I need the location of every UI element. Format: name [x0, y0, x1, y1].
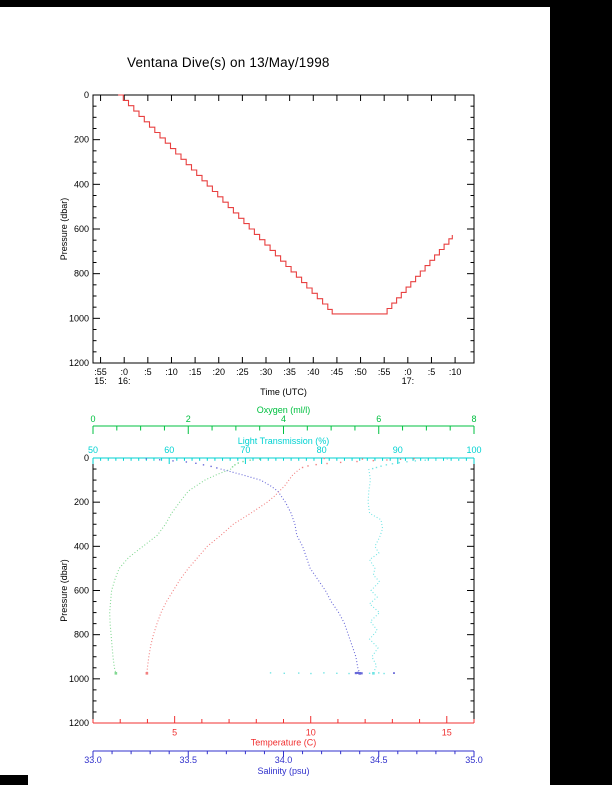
light-axis-tick-label: 80	[317, 445, 327, 455]
salinity-axis-tick-label: 34.5	[370, 755, 388, 765]
time-tick-label: :15	[189, 367, 202, 377]
time-tick-label: :40	[307, 367, 320, 377]
oxygen-profile	[109, 468, 232, 674]
pressure-tick-label: 800	[74, 630, 89, 640]
oxygen-axis-tick-label: 0	[90, 414, 95, 424]
light-axis-tick-label: 70	[240, 445, 250, 455]
temperature-surface-scatter	[301, 457, 415, 469]
pressure-tick-label: 0	[84, 453, 89, 463]
time-tick-label: :45	[331, 367, 344, 377]
time-axis-hour-label: 17:	[402, 376, 415, 386]
pressure-tick-label: 1200	[69, 358, 89, 368]
pressure-axis-title: Pressure (dbar)	[59, 559, 69, 622]
top-plot-frame	[92, 94, 475, 364]
time-tick-label: :0	[120, 367, 128, 377]
temperature-axis-tick-label: 5	[172, 728, 177, 738]
light-axis-tick-label: 60	[164, 445, 174, 455]
dive-profile-line	[118, 94, 453, 315]
salinity-axis-tick-label: 34.0	[275, 755, 293, 765]
time-tick-label: :5	[428, 367, 436, 377]
salinity-axis-tick-label: 33.5	[179, 755, 197, 765]
pressure-tick-label: 600	[74, 586, 89, 596]
bottom-chart-ctd-profiles: 0 200 400 600 800 1000 1200 Pressure (dbar) 0 2 4 6…	[59, 405, 483, 776]
pressure-tick-label: 600	[74, 224, 89, 234]
plot-title: Ventana Dive(s) on 13/May/1998	[127, 55, 330, 70]
time-tick-label: :25	[236, 367, 249, 377]
oxygen-axis-tick-label: 8	[471, 414, 476, 424]
page-bottomleft-border	[0, 775, 28, 785]
time-axis: :5515::016::5:10:15:20:25:30:35:40:45:50…	[94, 95, 461, 397]
time-tick-label: :10	[165, 367, 178, 377]
light-surface-scatter	[371, 457, 460, 470]
pressure-tick-label: 400	[74, 541, 89, 551]
salinity-surface-scatter	[145, 458, 218, 469]
pressure-tick-label: 400	[74, 179, 89, 189]
pressure-tick-label: 200	[74, 497, 89, 507]
time-tick-label: :50	[354, 367, 367, 377]
light-bottom-scatter	[269, 672, 385, 675]
light-axis-tick-label: 90	[393, 445, 403, 455]
oxygen-axis-tick-label: 6	[376, 414, 381, 424]
light-axis: 50 60 70 80 90 100 Light Transmission (%)	[88, 436, 482, 464]
oxygen-axis-tick-label: 2	[186, 414, 191, 424]
bottom-pressure-axis: 0 200 400 600 800 1000 1200 Pressure (dbar)	[59, 453, 474, 728]
bottom-plot-frame	[92, 457, 475, 724]
light-axis-tick-label: 100	[466, 445, 481, 455]
oxygen-axis: 0 2 4 6 8 Oxygen (ml/l)	[90, 405, 477, 434]
temperature-profile	[146, 468, 301, 674]
top-pressure-axis: 0 200 400 600 800 1000 1200 Pressure (dbar)	[59, 90, 474, 368]
top-chart-dive-profile: :5515::016::5:10:15:20:25:30:35:40:45:50…	[59, 90, 475, 397]
temperature-axis-tick-label: 15	[442, 728, 452, 738]
temperature-axis-title: Temperature (C)	[251, 738, 317, 748]
oxygen-surface-scatter	[231, 458, 261, 468]
light-axis-title: Light Transmission (%)	[238, 436, 330, 446]
time-tick-label: :55	[378, 367, 391, 377]
salinity-bottom-outlier	[393, 672, 395, 674]
time-tick-label: :20	[212, 367, 225, 377]
temperature-axis: 5 10 15 Temperature (C)	[92, 716, 475, 748]
pressure-axis-title: Pressure (dbar)	[59, 198, 69, 261]
time-tick-label: :55	[94, 367, 107, 377]
pressure-tick-label: 1200	[69, 718, 89, 728]
pressure-tick-label: 200	[74, 135, 89, 145]
salinity-axis-title: Salinity (psu)	[257, 766, 309, 776]
page-right-border	[550, 0, 612, 785]
time-tick-label: :35	[283, 367, 296, 377]
pressure-tick-label: 1000	[69, 674, 89, 684]
oxygen-axis-title: Oxygen (ml/l)	[257, 405, 311, 415]
salinity-axis-tick-label: 35.0	[465, 755, 483, 765]
time-axis-title: Time (UTC)	[260, 387, 307, 397]
salinity-profile	[220, 468, 361, 674]
time-tick-label: :10	[449, 367, 462, 377]
salinity-axis: 33.0 33.5 34.0 34.5 35.0 Salinity (psu)	[84, 750, 483, 776]
pressure-tick-label: 1000	[69, 313, 89, 323]
light-axis-tick-label: 50	[88, 445, 98, 455]
time-tick-label: :0	[404, 367, 412, 377]
light-profile	[367, 468, 384, 674]
time-axis-hour-label: 15:	[94, 376, 107, 386]
oxygen-axis-tick-label: 4	[281, 414, 286, 424]
time-axis-hour-label: 16:	[118, 376, 131, 386]
time-tick-label: :30	[260, 367, 273, 377]
temperature-axis-tick-label: 10	[306, 728, 316, 738]
page-top-border	[0, 0, 612, 7]
pressure-tick-label: 0	[84, 90, 89, 100]
time-tick-label: :5	[144, 367, 152, 377]
salinity-bottom-cluster	[354, 671, 363, 675]
salinity-axis-tick-label: 33.0	[84, 755, 102, 765]
pressure-tick-label: 800	[74, 269, 89, 279]
